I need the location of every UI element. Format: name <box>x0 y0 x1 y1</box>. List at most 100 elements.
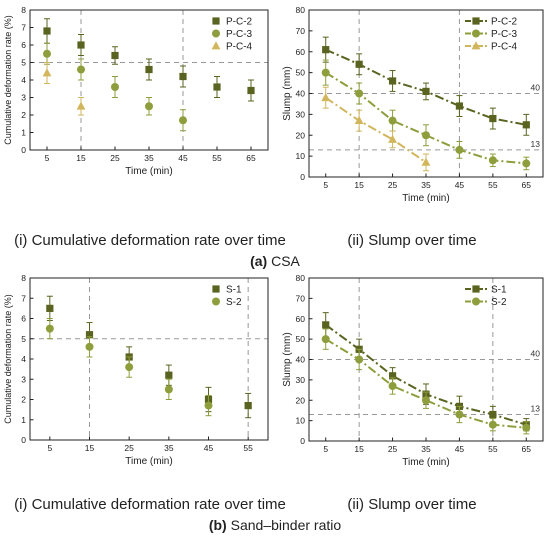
y-tick-label: 2 <box>21 110 26 120</box>
y-tick-label: 70 <box>296 26 306 36</box>
section-b-text: Sand–binder ratio <box>227 517 342 533</box>
x-tick-label: 5 <box>323 180 328 190</box>
x-tick-label: 15 <box>354 180 364 190</box>
hline-label-1: 40 <box>531 349 541 359</box>
x-tick-label: 55 <box>243 443 253 453</box>
data-point-S-2 <box>455 410 464 419</box>
caption-a-ii: (ii) Slump over time <box>347 232 476 249</box>
legend: P-C-2P-C-3 P-C-4 <box>465 17 518 53</box>
series-S-2 <box>321 328 531 435</box>
x-axis-label: Time (min) <box>402 193 449 204</box>
series-line-P-C-4 <box>325 96 427 164</box>
data-point-S-1 <box>322 321 330 329</box>
legend-marker-P-C-2 <box>212 17 220 25</box>
data-point-P-C-4 <box>354 115 364 125</box>
legend-marker-P-C-3 <box>212 29 220 38</box>
y-tick-label: 5 <box>21 58 26 68</box>
x-tick-label: 65 <box>246 153 256 163</box>
data-point-P-C-2 <box>179 72 187 81</box>
y-tick-label: 0 <box>300 436 305 446</box>
data-point-P-C-3 <box>179 116 187 125</box>
y-tick-label: 60 <box>296 47 306 57</box>
x-tick-label: 15 <box>76 153 86 163</box>
y-tick-label: 40 <box>296 89 306 99</box>
data-point-S-2 <box>204 401 213 410</box>
y-tick-label: 30 <box>296 109 306 119</box>
hline-label-2: 13 <box>531 139 541 149</box>
series-line-S-1 <box>325 324 527 426</box>
legend-marker-P-C-3 <box>472 29 480 38</box>
x-tick-label: 5 <box>323 444 328 454</box>
x-tick-label: 5 <box>45 153 50 163</box>
y-tick-label: 7 <box>21 23 26 33</box>
x-tick-label: 65 <box>522 180 532 190</box>
data-point-P-C-2 <box>489 114 497 123</box>
chart-panel-4: 40 13 5 15 25 35 45 55 65 0 10 20 30 40 50 60 70 80 Time (… <box>282 273 544 468</box>
hline-label-1: 40 <box>531 83 541 93</box>
y-axis-label: Slump (mm) <box>282 66 293 120</box>
data-point-P-C-3 <box>77 65 85 74</box>
series-S-1 <box>46 295 252 419</box>
legend-label-S-2: S-2 <box>226 297 242 308</box>
data-point-S-1 <box>46 304 54 312</box>
legend-marker-S-2 <box>472 297 480 306</box>
legend-label-S-1: S-1 <box>491 285 507 296</box>
y-tick-label: 10 <box>296 416 306 426</box>
data-point-P-C-4 <box>76 101 86 110</box>
y-axis-label: Slump (mm) <box>282 332 293 386</box>
legend: S-1S-2 <box>212 285 242 308</box>
data-point-P-C-4 <box>421 157 431 166</box>
y-tick-label: 0 <box>21 435 26 445</box>
legend-label-S-2: S-2 <box>491 297 507 308</box>
y-tick-label: 20 <box>296 130 306 140</box>
data-point-S-2 <box>488 420 497 429</box>
x-tick-label: 55 <box>488 180 498 190</box>
data-point-P-C-2 <box>247 86 255 95</box>
data-point-P-C-3 <box>455 145 464 154</box>
data-point-S-2 <box>164 385 173 394</box>
data-point-P-C-3 <box>355 89 364 98</box>
x-tick-label: 45 <box>455 444 465 454</box>
data-point-S-1 <box>244 401 252 410</box>
y-tick-label: 80 <box>296 5 306 15</box>
legend-label-P-C-2: P-C-2 <box>226 17 253 28</box>
series-P-C-2 <box>43 18 255 102</box>
data-point-P-C-2 <box>213 83 221 91</box>
data-point-S-2 <box>388 381 397 390</box>
series-S-1 <box>322 312 530 432</box>
caption-a-i: (i) Cumulative deformation rate over tim… <box>14 232 286 249</box>
y-tick-label: 20 <box>296 395 306 405</box>
data-point-S-2 <box>125 363 134 372</box>
y-tick-label: 3 <box>21 374 26 384</box>
data-point-P-C-2 <box>111 51 119 60</box>
x-tick-label: 25 <box>388 180 398 190</box>
y-tick-label: 0 <box>300 172 305 182</box>
caption-b-ii: (ii) Slump over time <box>347 496 476 513</box>
data-point-S-2 <box>422 396 430 405</box>
data-point-P-C-4 <box>388 134 397 143</box>
data-point-P-C-2 <box>422 87 430 96</box>
legend-marker-P-C-4 <box>471 41 481 50</box>
legend-marker-P-C-4 <box>211 41 221 50</box>
series-P-C-4 <box>42 62 86 116</box>
legend-label-P-C-3: P-C-3 <box>491 29 518 40</box>
x-tick-label: 25 <box>124 443 134 453</box>
series-P-C-3 <box>321 59 531 171</box>
data-point-P-C-3 <box>145 102 153 111</box>
data-point-P-C-2 <box>322 46 330 54</box>
data-point-S-2 <box>85 342 94 351</box>
x-tick-label: 65 <box>522 444 532 454</box>
x-tick-label: 35 <box>144 153 154 163</box>
y-tick-label: 6 <box>21 314 26 324</box>
y-tick-label: 1 <box>21 128 26 138</box>
series-S-2 <box>45 318 213 417</box>
x-axis-label: Time (min) <box>125 166 172 177</box>
data-point-P-C-2 <box>522 121 530 129</box>
x-tick-label: 45 <box>178 153 188 163</box>
x-axis-label: Time (min) <box>125 456 172 467</box>
section-b-letter: (b) <box>209 517 227 533</box>
y-tick-label: 30 <box>296 375 306 385</box>
data-point-P-C-3 <box>321 68 330 77</box>
y-axis-label: Cumulative deformation rate (%) <box>3 294 13 424</box>
